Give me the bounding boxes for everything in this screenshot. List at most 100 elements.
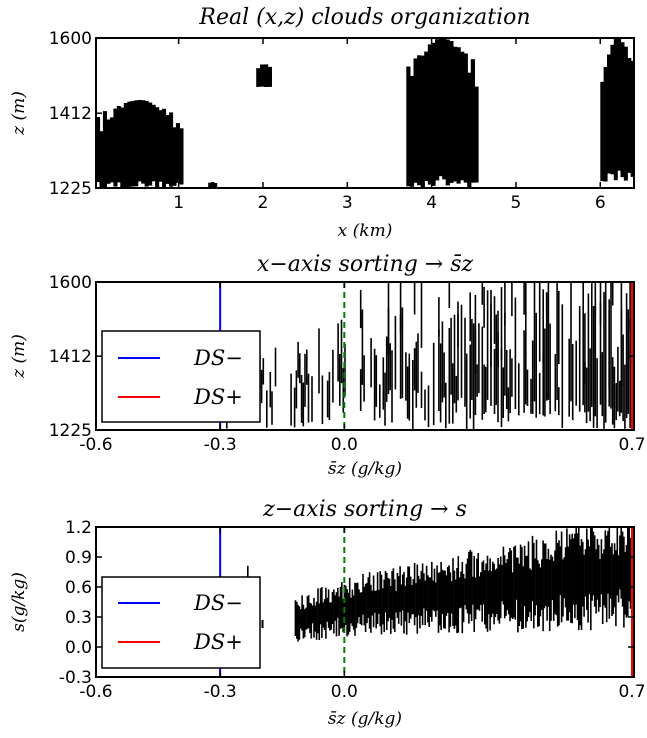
sorted-column [409,354,411,421]
sorted-column [595,300,597,417]
sorted-column-upper [608,310,610,390]
cloud-column [176,123,180,183]
sorted-column-upper [490,290,492,367]
panel3-title: z−axis sorting → s [262,497,467,522]
sorted-column-upper [546,293,548,314]
sorted-column-upper [504,282,506,325]
sorted-column-upper [511,282,513,316]
sorted-column [297,342,299,378]
sorted-column [530,379,532,414]
sorted-column [299,353,301,383]
sorted-column [443,352,445,397]
cloud-column [256,68,260,87]
cloud-column [417,55,421,185]
cloud-column [449,41,453,183]
sorted-column [383,357,385,409]
sorted-column [332,350,334,403]
sorted-column-upper [539,282,541,362]
sorted-column [301,375,303,423]
sorted-column [596,358,598,428]
sorted-column-upper [438,297,440,336]
sorted-column [589,348,591,421]
sorted-column-upper [628,309,630,359]
sorted-column [449,328,451,424]
sorted-column [296,370,298,408]
sorted-column [471,319,473,400]
sorted-column-upper [483,287,485,328]
y-tick-label: 1600 [49,29,92,49]
s-segment [594,535,596,606]
sorted-column-upper [414,282,416,315]
s-segment [431,562,433,622]
sorted-column [327,381,329,418]
s-segment [447,567,449,613]
cloud-column [179,128,183,184]
sorted-column [428,386,430,428]
sorted-column [502,367,504,418]
sorted-column [523,330,525,413]
panel1-ylabel: z (m) [9,91,29,136]
sorted-column [421,372,423,408]
cloud-column [131,101,135,186]
sorted-column [303,383,305,427]
sorted-column [614,367,616,429]
s-segment [381,575,383,635]
s-segment [545,543,547,606]
sorted-column-upper [595,282,597,317]
cloud-column [172,127,176,186]
sorted-column [306,350,308,385]
sorted-column [527,370,529,406]
sorted-column [433,343,435,425]
sorted-column [603,292,605,429]
panel2-legend-dsminus: DS− [193,346,243,370]
sorted-column-upper [621,309,623,386]
cloud-column [145,101,149,187]
cloud-column [264,64,268,87]
sorted-column [558,387,560,415]
sorted-column-upper [542,289,544,363]
sorted-column [362,310,364,385]
s-segment [578,527,580,630]
sorted-column-upper [497,311,499,368]
panel-cloud-organization: Real (x,z) clouds organization 122514121… [9,5,635,241]
sorted-column [339,354,341,406]
sorted-column [412,360,414,430]
cloud-column [457,47,461,183]
sorted-column [344,344,346,396]
sorted-column [586,368,588,423]
sorted-column [395,316,397,390]
sorted-column [360,369,362,411]
cloud-column [214,183,217,188]
s-segment [583,555,585,617]
sorted-column-upper [605,282,607,318]
sorted-column [525,351,527,404]
s-segment [311,604,313,639]
sorted-cloud-mask [224,282,634,430]
x-tick-label: 6 [595,193,606,213]
sorted-column [506,350,508,409]
sorted-column [464,318,466,407]
sorted-column [588,294,590,412]
cloud-column [166,115,170,184]
cloud-column [138,100,142,181]
x-tick-label: -0.3 [204,682,237,702]
panel2-title: x−axis sorting → s̄z [257,252,474,277]
y-tick-label: 0.9 [65,548,92,568]
sorted-column [442,321,444,402]
s-segment [409,567,411,624]
sorted-column [556,282,558,400]
s-segment [458,556,460,633]
sorted-column [535,313,537,418]
x-tick-label: 2 [258,193,269,213]
s-segment [491,571,493,617]
sorted-column-upper [475,295,477,374]
sorted-column [417,333,419,393]
sorted-column [370,338,372,387]
sorted-column [311,376,313,422]
sorted-column [591,282,593,407]
sorted-column [445,383,447,428]
cloud-column [460,52,464,181]
cloud-column [268,67,272,87]
sorted-column [617,347,619,412]
sorted-column [466,354,468,430]
